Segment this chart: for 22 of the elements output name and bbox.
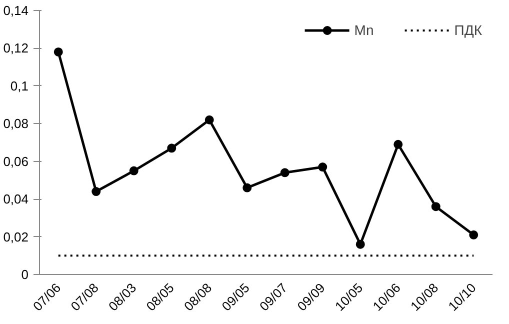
point [431,202,440,212]
point [167,144,176,153]
point [92,187,101,196]
point [280,168,290,178]
point [318,162,328,172]
y-tick-label: 0 [21,267,29,282]
y-tick-label: 0,12 [3,40,29,56]
legend-label: ПДК [454,22,482,38]
legend-label: Mn [354,22,374,38]
point [394,140,403,149]
point [54,47,63,56]
y-tick-label: 0,02 [3,229,29,244]
y-tick-label: 0,08 [3,116,29,132]
point [204,115,214,124]
point [469,230,478,240]
point [129,166,138,176]
y-tick-label: 0,06 [3,154,29,169]
y-tick-label: 0,14 [3,3,29,18]
y-tick-label: 0,1 [10,78,29,94]
point [242,183,252,192]
y-tick-label: 0,04 [3,192,29,207]
point [356,240,365,249]
